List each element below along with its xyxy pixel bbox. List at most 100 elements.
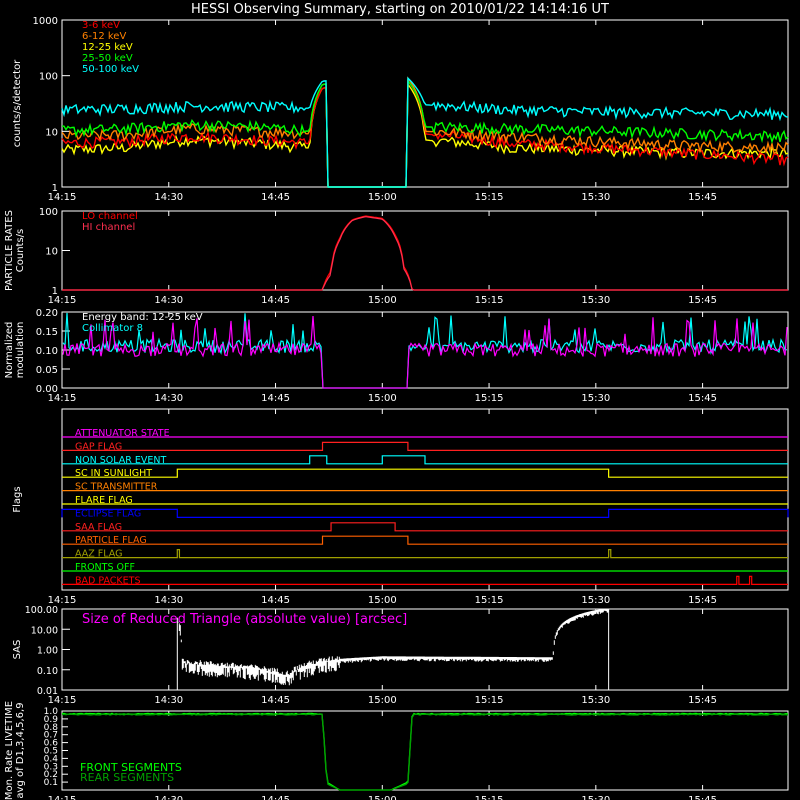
- flags-xtick-label: 15:45: [688, 595, 717, 606]
- flag-line: [62, 468, 788, 478]
- count-rates-xtick-label: 15:45: [688, 192, 717, 203]
- count-rates-ytick-label: 100: [39, 72, 58, 83]
- figure-title: HESSI Observing Summary, starting on 201…: [191, 2, 609, 17]
- sas-xtick-label: 15:30: [581, 695, 610, 706]
- modulation-xtick-label: 15:30: [581, 393, 610, 404]
- count-rates-legend-item: 12-25 keV: [82, 42, 133, 53]
- flag-line: [62, 441, 788, 451]
- modulation-ylabel: Normalized: [4, 322, 15, 379]
- livetime-ytick-label: 0.8: [44, 723, 59, 733]
- livetime-ytick-label: 0.4: [44, 754, 59, 764]
- modulation-ytick-label: 0.10: [36, 346, 58, 357]
- sas-xtick-label: 14:15: [48, 695, 77, 706]
- flag-line: [62, 522, 788, 532]
- count-rates-legend-item: 50-100 keV: [82, 64, 139, 75]
- livetime-xtick-label: 15:00: [368, 795, 397, 800]
- particle-rates-ylabel: Counts/s: [15, 229, 26, 273]
- particle-rates-xtick-label: 15:15: [475, 295, 504, 306]
- livetime-ytick-label: 0.3: [44, 762, 58, 772]
- flags-xtick-label: 15:00: [368, 595, 397, 606]
- particle-rates-xtick-label: 15:45: [688, 295, 717, 306]
- flags-xtick-label: 14:30: [154, 595, 183, 606]
- count-rates-xtick-label: 14:45: [261, 192, 290, 203]
- count-rates-frame: [61, 19, 789, 188]
- livetime-ytick-label: 0.2: [44, 770, 58, 780]
- count-rates-xtick-label: 15:00: [368, 192, 397, 203]
- sas-ytick-label: 1.00: [37, 646, 58, 657]
- sas-ylabel: SAS: [12, 640, 23, 660]
- flag-label: BAD PACKETS: [75, 575, 141, 586]
- modulation-xtick-label: 15:45: [688, 393, 717, 404]
- count-rates-legend-item: 25-50 keV: [82, 53, 133, 64]
- flag-line: [62, 549, 788, 559]
- flag-label: FLARE FLAG: [75, 495, 133, 506]
- particle-rates-ytick-label: 1: [52, 286, 58, 297]
- panels: 14:15 14:30 14:45 15:00 15:15 15:30 15:45 count…: [4, 16, 789, 800]
- modulation-xtick-label: 15:00: [368, 393, 397, 404]
- flags-xtick-label: 15:30: [581, 595, 610, 606]
- modulation-line: [62, 316, 788, 389]
- count-rates-ylabel: counts/s/detector: [12, 59, 23, 147]
- particle-rates-frame: [61, 210, 789, 291]
- flag-label: SC TRANSMITTER: [75, 482, 158, 493]
- particle-rates-xtick-label: 15:30: [581, 295, 610, 306]
- particle-rates-ylabel: PARTICLE RATES: [4, 210, 15, 291]
- modulation-xtick-label: 14:15: [48, 393, 77, 404]
- flag-label: FRONTS OFF: [75, 562, 135, 573]
- count-rate-line-25-50 keV: [62, 79, 789, 188]
- livetime-xtick-label: 15:30: [581, 795, 610, 800]
- flags-ylabel: Flags: [12, 486, 23, 512]
- modulation-ytick-label: 0.20: [36, 308, 58, 319]
- flag-label: ECLIPSE FLAG: [75, 508, 141, 519]
- livetime-line: [61, 713, 789, 791]
- sas-ytick-label: 100.00: [25, 605, 58, 616]
- flags-frame: [61, 408, 789, 591]
- sas-xtick-label: 15:15: [475, 695, 504, 706]
- livetime-ytick-label: 0.6: [44, 739, 59, 749]
- flag-label: PARTICLE FLAG: [75, 535, 147, 546]
- livetime-xtick-label: 15:15: [475, 795, 504, 800]
- livetime-ytick-label: 0.5: [44, 747, 58, 757]
- flag-label: GAP FLAG: [75, 441, 122, 452]
- count-rates-ytick-label: 1000: [33, 16, 58, 27]
- count-rates-xtick-label: 14:15: [48, 192, 77, 203]
- flag-label: ATTENUATOR STATE: [75, 428, 170, 439]
- particle-rates-xtick-label: 15:00: [368, 295, 397, 306]
- flag-line: [62, 455, 788, 465]
- sas-ytick-label: 0.10: [37, 666, 58, 677]
- modulation-ytick-label: 0.05: [36, 365, 58, 376]
- count-rates-xtick-label: 14:30: [154, 192, 183, 203]
- livetime-xtick-label: 14:45: [261, 795, 290, 800]
- count-rates-xtick-label: 15:30: [581, 192, 610, 203]
- livetime-legend-item: REAR SEGMENTS: [80, 771, 174, 784]
- livetime-ytick-label: 0.9: [44, 715, 59, 725]
- particle-rates-ytick-label: 10: [45, 247, 58, 258]
- modulation-xtick-label: 15:15: [475, 393, 504, 404]
- livetime-ytick-label: 1.0: [44, 707, 59, 717]
- particle-rates-legend-item: LO channel: [82, 211, 138, 222]
- count-rates-xtick-label: 15:15: [475, 192, 504, 203]
- particle-rates-xtick-label: 14:30: [154, 295, 183, 306]
- livetime-xtick-label: 15:45: [688, 795, 717, 800]
- livetime-ylabel: avg of D1,3,4,5,6,9: [15, 702, 26, 798]
- flag-line: [62, 575, 788, 585]
- particle-rates-xtick-label: 14:15: [48, 295, 77, 306]
- sas-xtick-label: 15:45: [688, 695, 717, 706]
- flags-xtick-label: 15:15: [475, 595, 504, 606]
- livetime-ytick-label: 0.7: [44, 731, 58, 741]
- flag-label: AAZ FLAG: [75, 549, 122, 560]
- particle-rate-line-LO channel: [62, 215, 788, 291]
- flag-label: SAA FLAG: [75, 522, 122, 533]
- livetime-legend-item: FRONT SEGMENTS: [80, 761, 182, 774]
- particle-rates-xtick-label: 14:45: [261, 295, 290, 306]
- livetime-ytick-label: 0.1: [44, 778, 58, 788]
- livetime-xtick-label: 14:30: [154, 795, 183, 800]
- flags-xtick-label: 14:15: [48, 595, 77, 606]
- flag-line: [62, 535, 788, 545]
- livetime-ylabel: Mon. Rate LIVETIME: [4, 701, 15, 800]
- flags-xtick-label: 14:45: [261, 595, 290, 606]
- sas-ytick-label: 10.00: [31, 625, 58, 636]
- sas-line: [176, 609, 610, 690]
- sas-xtick-label: 14:45: [261, 695, 290, 706]
